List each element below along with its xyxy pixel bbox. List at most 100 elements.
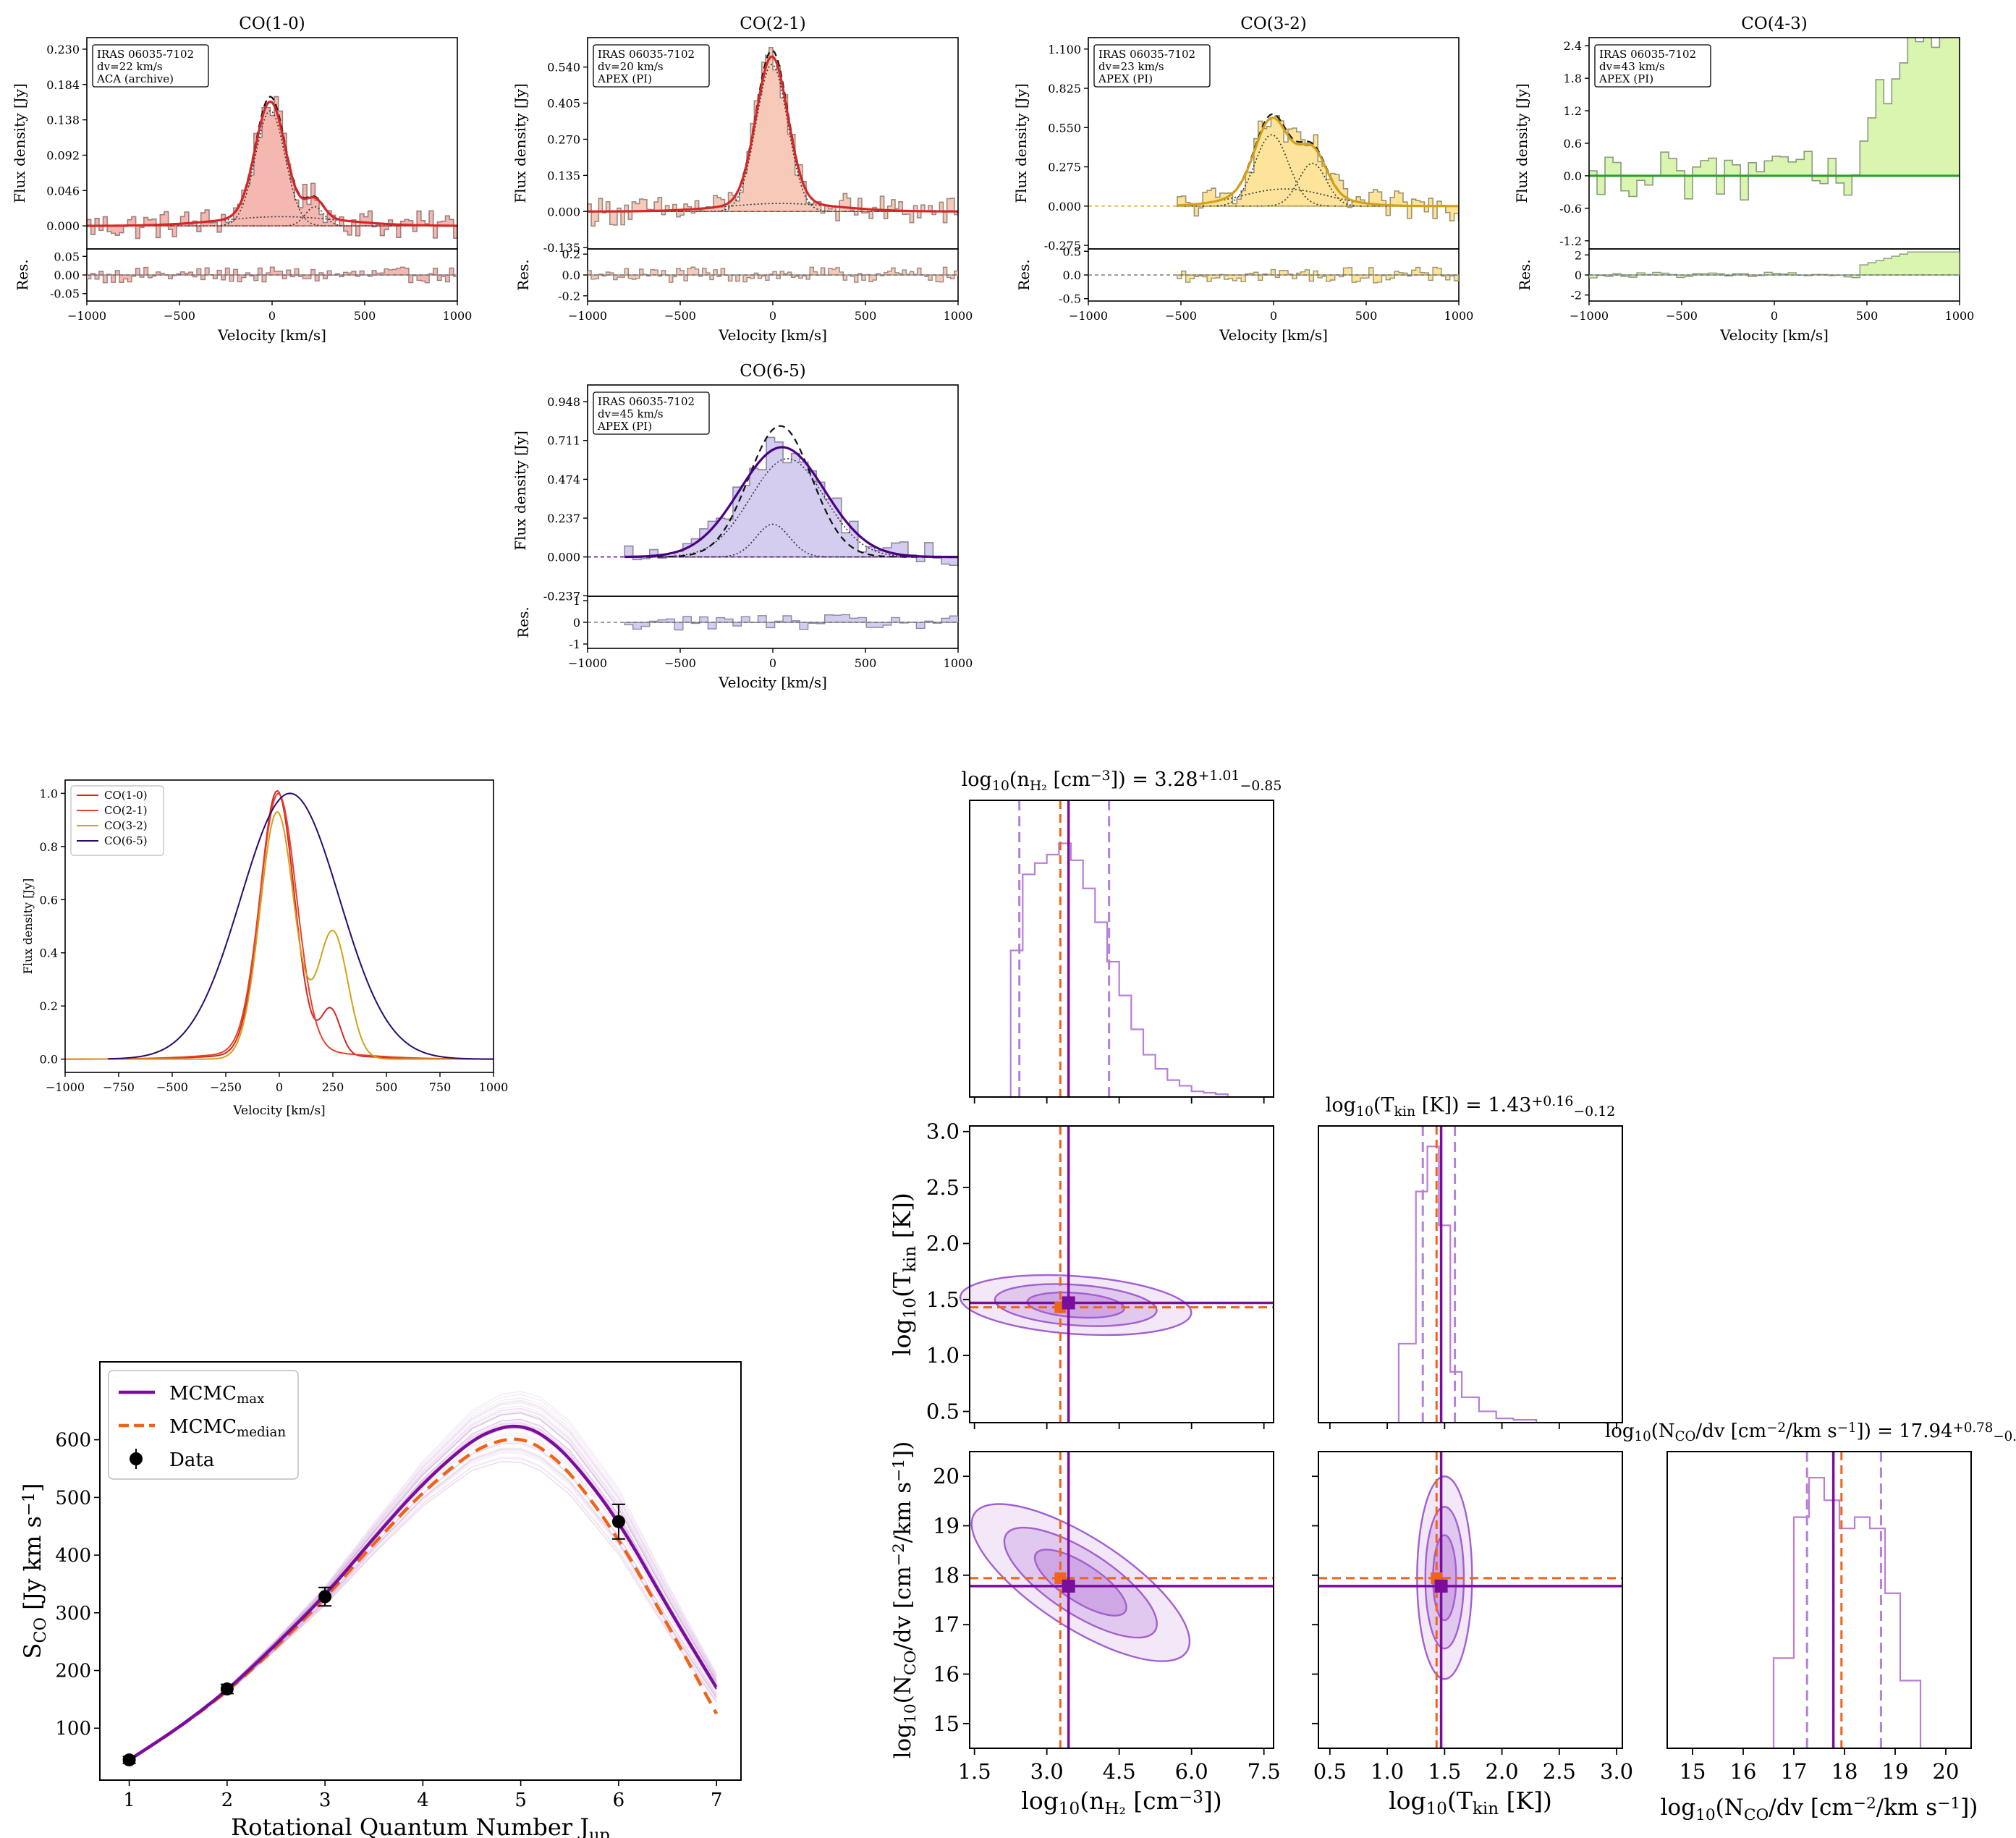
label-part: (N <box>1716 1795 1744 1821</box>
y-tick-label: -0.275 <box>1044 239 1081 253</box>
annotation-line: dv=45 km/s <box>598 407 664 420</box>
res-axis-label: Res. <box>14 259 31 291</box>
label-part: ]) <box>890 1441 916 1459</box>
x-axis-label: Velocity [km/s] <box>718 674 827 691</box>
label-part: CO <box>902 1651 920 1675</box>
y-tick-label: 1.0 <box>926 1343 960 1368</box>
res-tick-label: -0.5 <box>1059 292 1081 306</box>
x-tick-label: 2 <box>221 1790 234 1811</box>
res-tick-label: 0.0 <box>1063 268 1081 282</box>
x-tick-label: 2.5 <box>1543 1759 1576 1784</box>
posterior-contour <box>959 1274 1193 1337</box>
annotation-line: IRAS 06035-7102 <box>97 48 194 61</box>
label-part: (n <box>1080 1787 1104 1815</box>
x-tick-label: −500 <box>664 656 696 670</box>
label-part: −1 <box>20 1492 38 1516</box>
annotation-line: IRAS 06035-7102 <box>598 395 695 408</box>
posterior-sample <box>129 1448 717 1761</box>
legend-label: MCMCmedian <box>169 1416 286 1440</box>
x-tick-label: 5 <box>514 1790 527 1811</box>
y-tick-label: 0.474 <box>547 473 580 486</box>
label-part: 10 <box>992 778 1009 794</box>
panel-title: CO(6-5) <box>740 362 805 381</box>
x-tick-label: −500 <box>164 309 195 323</box>
y-tick-label: 3.0 <box>926 1119 960 1144</box>
x-tick-label: −1000 <box>568 656 607 670</box>
nco-axis-label: log10(NCO/dv [cm−2/km s−1]) <box>1661 1795 1978 1824</box>
label-part: (T <box>1373 1094 1394 1117</box>
x-tick-label: −750 <box>103 1080 135 1094</box>
posterior-sample <box>129 1391 717 1761</box>
label-part: ]) <box>1203 1787 1222 1815</box>
annotation-line: ACA (archive) <box>96 72 174 85</box>
y-tick-label: 0.000 <box>46 219 80 233</box>
label-part: /km s <box>890 1482 916 1543</box>
annotation-line: APEX (PI) <box>1598 72 1653 85</box>
label-part: +0.16 <box>1531 1093 1573 1109</box>
annotation-line: IRAS 06035-7102 <box>1098 48 1195 61</box>
label-part: S <box>19 1643 46 1659</box>
y-tick-label: -1.2 <box>1559 234 1582 248</box>
label-part: CO <box>1675 1429 1696 1444</box>
label-part: (T <box>1447 1787 1473 1815</box>
label-part: −1 <box>890 1459 908 1482</box>
label-part: up <box>589 1826 610 1838</box>
label-part: 10 <box>902 1703 920 1724</box>
posterior-sample <box>129 1460 717 1761</box>
y-tick-label: 0.5 <box>926 1399 960 1424</box>
y-tick-label: 0.6 <box>1564 137 1582 151</box>
x-tick-label: 0 <box>1771 309 1778 323</box>
x-tick-label: 7.5 <box>1248 1759 1281 1784</box>
res-tick-label: 0.00 <box>54 268 80 282</box>
label-part: (N <box>890 1675 916 1703</box>
label-part: −3 <box>1179 1788 1203 1807</box>
x-tick-label: 4.5 <box>1103 1759 1136 1784</box>
frame <box>969 1451 1274 1749</box>
res-tick-label: -0.05 <box>50 287 80 301</box>
max-marker <box>1434 1579 1448 1593</box>
frame <box>1318 1451 1623 1749</box>
y-tick-label: 0.237 <box>547 512 580 525</box>
res-tick-label: -1 <box>569 638 580 651</box>
posterior-sample <box>129 1442 717 1761</box>
co-sled-panel: 100 200 300 400 500 600 1 2 3 4 5 6 7 Rotational Quan… <box>19 1361 742 1838</box>
label-part: /km s <box>1786 1420 1837 1442</box>
annotation-box <box>1093 44 1211 88</box>
y-tick-label: 100 <box>55 1718 91 1740</box>
label-part: log <box>1021 1787 1059 1815</box>
y-tick-label: 0.2 <box>40 999 58 1013</box>
residual-spectrum <box>1589 251 1960 279</box>
y-tick-label: 0.540 <box>547 61 580 75</box>
x-tick-label: 6.0 <box>1175 1759 1208 1784</box>
posterior-sample <box>129 1442 717 1761</box>
x-tick-label: 20 <box>1933 1759 1960 1784</box>
annotation-box <box>593 391 710 435</box>
label-part: log <box>1326 1094 1356 1117</box>
spectrum-panel-1: 0.000 0.046 0.092 0.138 0.184 0.230 0.05 0.00 -0… <box>11 14 472 344</box>
legend-box <box>108 1370 299 1480</box>
x-tick-label: 0 <box>268 309 276 323</box>
y-axis-label: SCO [Jy km s−1] <box>19 1483 50 1659</box>
label-part: −2 <box>1853 1795 1876 1813</box>
data-point <box>220 1682 234 1696</box>
nh2-axis-label: log10(nH₂ [cm−3]) <box>1021 1787 1221 1818</box>
y-tick-label: 19 <box>933 1514 960 1538</box>
x-tick-label: 1000 <box>1945 309 1975 323</box>
y-tick-label: 1.2 <box>1564 104 1582 118</box>
label-part: /dv [cm <box>1769 1795 1853 1821</box>
label-part: kin <box>901 1246 920 1272</box>
y-tick-label: 0.948 <box>547 395 580 409</box>
posterior-sample <box>129 1447 717 1761</box>
y-tick-label: 0.825 <box>1048 82 1081 96</box>
histogram <box>999 842 1229 1098</box>
y-tick-label: 400 <box>55 1545 91 1567</box>
res-tick-label: -2 <box>1570 289 1582 302</box>
res-tick-label: 0 <box>1575 268 1582 282</box>
x-tick-label: −500 <box>1666 309 1698 323</box>
y-tick-label: 15 <box>933 1711 960 1736</box>
x-tick-label: 17 <box>1781 1759 1808 1784</box>
x-tick-label: 1.0 <box>1371 1759 1404 1784</box>
label-part: log <box>890 1724 916 1758</box>
data-point <box>122 1753 136 1767</box>
y-tick-label: 1.5 <box>926 1287 960 1312</box>
